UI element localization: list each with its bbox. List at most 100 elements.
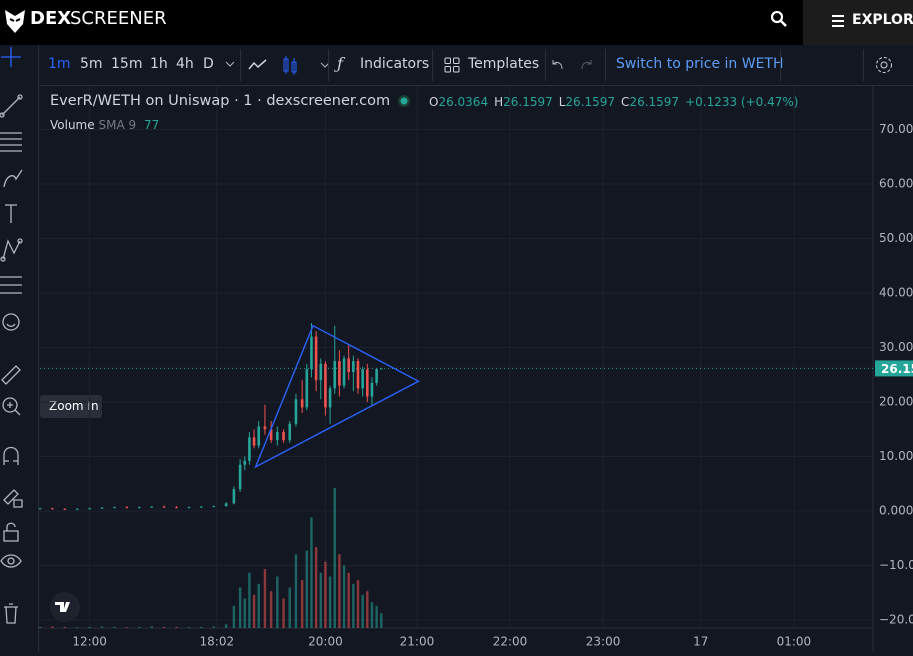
tv-logo[interactable]	[48, 592, 82, 622]
volume-bar	[187, 627, 191, 628]
logo-text: SCREENER	[70, 8, 167, 29]
candle-body	[366, 369, 369, 397]
x-tick-label: 17	[693, 635, 708, 649]
candle-body	[356, 361, 360, 389]
candle-body	[162, 506, 166, 508]
y-tick-label: 0.000	[879, 503, 913, 517]
sma-label: SMA 9	[98, 118, 137, 132]
ohlc-change: +0.1233 (+0.47%)	[685, 95, 799, 109]
ohlc-key: C	[621, 95, 630, 109]
candle-body	[342, 358, 346, 386]
volume-bar	[338, 554, 341, 628]
candle-body	[75, 508, 79, 510]
candle-body	[324, 363, 327, 408]
top-bar: DEX SCREENER EXPLORE	[0, 0, 913, 45]
volume-bar	[370, 602, 374, 628]
logo-bold: DEX	[30, 8, 72, 29]
candle-body	[379, 368, 383, 370]
interval[interactable]: 4h	[176, 56, 194, 72]
indicators-button[interactable]: Indicators	[360, 56, 430, 72]
candle-body	[375, 369, 378, 383]
volume-bar	[352, 583, 355, 628]
volume-bar	[248, 572, 251, 628]
candle-body	[352, 361, 355, 373]
candle-body	[238, 464, 242, 490]
volume-bar	[252, 594, 256, 628]
volume-bar	[276, 576, 279, 628]
candle-body	[338, 361, 341, 386]
volume-bar	[100, 626, 104, 628]
ohlc-value: 26.1597	[503, 95, 553, 109]
x-tick-label: 20:00	[308, 635, 343, 649]
explore-label: EXPLORE	[852, 12, 913, 28]
drawing-toolbar	[0, 45, 39, 652]
ohlc-value: 26.1597	[565, 95, 616, 109]
tooltip: Zoom In	[40, 395, 102, 418]
volume-bar	[125, 627, 129, 628]
y-tick-label: 40.000	[879, 285, 913, 299]
y-tick-label: −10.000	[879, 558, 913, 572]
volume-bar	[243, 598, 246, 628]
candle-body	[232, 489, 236, 504]
candle-body	[187, 507, 191, 509]
explore-button[interactable]: EXPLORE	[803, 0, 913, 45]
tool-icons[interactable]	[0, 45, 38, 652]
y-tick-label: 50.000	[879, 231, 913, 245]
tooltip-text: Zoom In	[49, 399, 99, 413]
last-price-box	[875, 360, 913, 377]
x-tick-label: 12:00	[72, 635, 107, 649]
switch-price-button[interactable]: Switch to price in WETH	[616, 56, 784, 72]
volume-bar	[342, 565, 346, 628]
candle-body	[300, 399, 304, 408]
volume-bar	[162, 626, 166, 628]
chart: 12:00 18:02 20:00 21:00 22:00 23:00 17 01:00 70.…	[39, 86, 913, 652]
interval[interactable]: 15m	[111, 56, 143, 72]
undo-redo[interactable]	[550, 57, 600, 73]
candle-body	[257, 426, 261, 446]
volume-bar	[138, 626, 141, 628]
ohlc-key: O	[429, 95, 439, 109]
volume-bar	[88, 626, 91, 628]
candle-body	[100, 507, 104, 509]
volume-bar	[288, 587, 291, 628]
volume-bar	[263, 569, 267, 628]
interval[interactable]: 1h	[150, 56, 168, 72]
interval[interactable]: 5m	[80, 56, 103, 72]
sma-value: 77	[143, 118, 160, 132]
volume-bar	[361, 594, 364, 628]
candle-body	[88, 508, 91, 510]
volume-bar	[200, 626, 203, 628]
templates-button[interactable]: Templates	[468, 56, 540, 72]
y-tick-label: 70.000	[879, 122, 913, 136]
ohlc-legend: O26.0364 H26.1597 L26.1597 C26.1597 +0.1233 …	[429, 95, 798, 109]
candle-body	[113, 507, 116, 509]
candle-body	[314, 336, 318, 381]
candle-body	[282, 431, 285, 441]
y-tick-label: 60.000	[879, 176, 913, 190]
interval[interactable]: 1m	[48, 56, 71, 72]
candle-body	[370, 382, 374, 397]
candle-body	[305, 369, 309, 408]
interval[interactable]: D	[203, 56, 214, 72]
chart-type-icons[interactable]	[248, 55, 338, 77]
volume-bar	[328, 576, 332, 628]
candle-body	[263, 426, 267, 430]
y-tick-label: −20.000	[879, 612, 913, 626]
search-icon[interactable]	[770, 10, 788, 28]
fx-icon[interactable]: ƒ	[337, 54, 343, 73]
volume-bar	[300, 580, 304, 628]
x-tick-label: 18:02	[200, 635, 235, 649]
settings-icon[interactable]	[874, 55, 894, 75]
volume-bar	[76, 627, 79, 628]
dropdown-icon[interactable]	[224, 59, 236, 69]
ohlc-value: 26.1597	[629, 95, 680, 109]
candle-body	[224, 503, 228, 507]
triangle-drawing	[254, 324, 420, 469]
volume-bar	[310, 517, 313, 628]
candle-body	[333, 361, 337, 389]
volume-bar	[314, 546, 318, 628]
candle-body	[125, 507, 129, 509]
candle-body	[39, 508, 42, 510]
candle-body	[288, 423, 292, 441]
